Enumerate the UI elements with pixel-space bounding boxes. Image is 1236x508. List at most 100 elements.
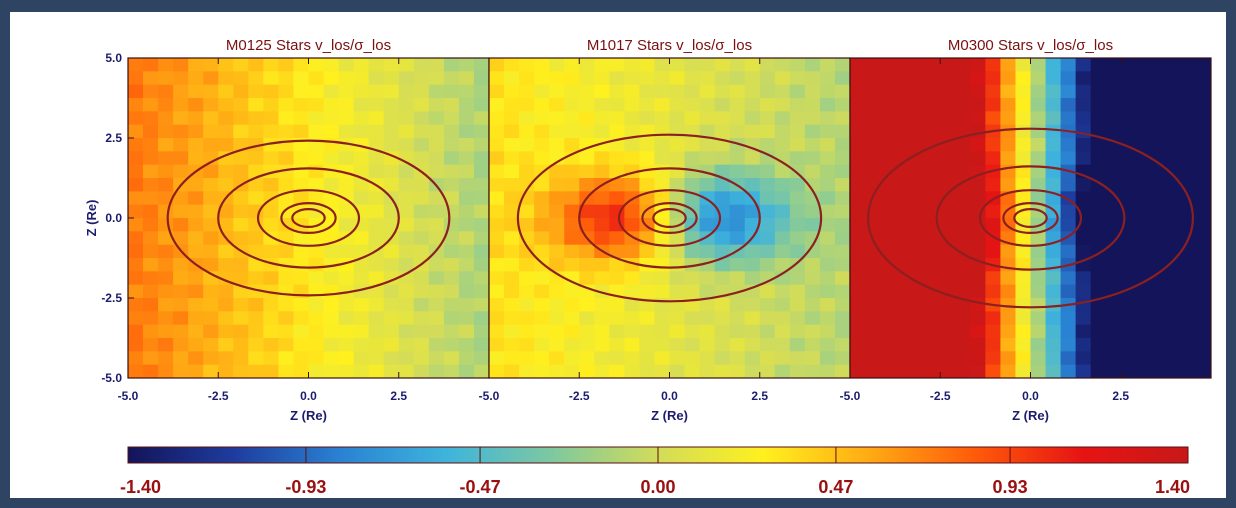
field-cell xyxy=(819,191,836,206)
field-cell xyxy=(789,364,806,378)
field-cell xyxy=(895,178,911,192)
field-cell xyxy=(428,364,445,378)
field-cell xyxy=(1135,311,1152,326)
field-cell xyxy=(609,151,625,166)
field-cell xyxy=(504,84,520,99)
field-cell xyxy=(789,124,806,139)
field-cell xyxy=(1105,71,1122,86)
field-cell xyxy=(1060,311,1077,326)
field-cell xyxy=(413,151,430,166)
field-cell xyxy=(804,258,821,272)
field-cell xyxy=(1045,58,1062,72)
field-cell xyxy=(143,204,159,219)
field-cell xyxy=(955,258,971,272)
field-cell xyxy=(654,311,671,326)
field-cell xyxy=(158,204,174,219)
field-cell xyxy=(428,231,445,246)
colorbar-label: 0.93 xyxy=(993,477,1028,497)
field-cell xyxy=(654,284,671,299)
field-cell xyxy=(1015,191,1032,206)
field-cell xyxy=(819,204,836,219)
field-cell xyxy=(564,244,580,259)
field-cell xyxy=(819,311,836,326)
field-cell xyxy=(1045,364,1062,378)
field-cell xyxy=(1135,151,1152,166)
field-cell xyxy=(549,138,565,152)
field-cell xyxy=(143,191,159,206)
field-cell xyxy=(654,351,671,366)
field-cell xyxy=(940,338,956,352)
field-cell xyxy=(759,244,776,259)
field-cell xyxy=(624,151,641,166)
field-cell xyxy=(834,231,850,246)
field-cell xyxy=(669,191,686,206)
field-cell xyxy=(398,364,415,378)
field-cell xyxy=(1195,364,1211,378)
field-cell xyxy=(1180,324,1197,339)
field-cell xyxy=(489,351,505,366)
field-cell xyxy=(639,364,656,378)
field-cell xyxy=(895,71,911,86)
field-cell xyxy=(579,324,595,339)
field-cell xyxy=(925,351,941,366)
field-cell xyxy=(203,164,219,179)
field-cell xyxy=(368,124,385,139)
field-cell xyxy=(970,244,986,259)
field-cell xyxy=(925,178,941,192)
field-cell xyxy=(368,231,385,246)
field-cell xyxy=(218,324,234,339)
field-cell xyxy=(850,231,866,246)
field-cell xyxy=(1150,84,1167,99)
field-cell xyxy=(609,98,625,112)
field-cell xyxy=(338,311,355,326)
field-cell xyxy=(1045,178,1062,192)
field-cell xyxy=(970,324,986,339)
field-cell xyxy=(263,298,280,312)
field-cell xyxy=(323,58,340,72)
field-cell xyxy=(895,164,911,179)
field-cell xyxy=(323,311,340,326)
field-cell xyxy=(699,324,716,339)
field-cell xyxy=(308,244,325,259)
field-cell xyxy=(579,204,595,219)
field-cell xyxy=(203,244,219,259)
field-cell xyxy=(639,338,656,352)
field-cell xyxy=(985,271,1002,286)
field-cell xyxy=(1180,151,1197,166)
panel-3: M0300 Stars v_los/σ_los xyxy=(849,37,1212,379)
field-cell xyxy=(248,364,264,378)
field-cell xyxy=(443,111,460,126)
field-cell xyxy=(173,204,189,219)
field-cell xyxy=(1135,178,1152,192)
field-cell xyxy=(519,364,535,378)
field-cell xyxy=(1075,364,1092,378)
field-cell xyxy=(624,58,641,72)
field-cell xyxy=(834,71,850,86)
field-cell xyxy=(834,284,850,299)
field-cell xyxy=(1165,311,1182,326)
field-cell xyxy=(443,191,460,206)
field-cell xyxy=(143,231,159,246)
field-cell xyxy=(203,298,219,312)
field-cell xyxy=(1105,258,1122,272)
field-cell xyxy=(413,124,430,139)
field-cell xyxy=(774,111,791,126)
field-cell xyxy=(278,271,295,286)
field-cell xyxy=(353,191,370,206)
field-cell xyxy=(925,151,941,166)
field-cell xyxy=(1165,84,1182,99)
field-cell xyxy=(519,98,535,112)
field-cell xyxy=(489,98,505,112)
field-cell xyxy=(895,84,911,99)
field-cell xyxy=(940,58,956,72)
field-cell xyxy=(1105,271,1122,286)
field-cell xyxy=(774,311,791,326)
field-cell xyxy=(128,138,144,152)
field-cell xyxy=(714,324,731,339)
field-cell xyxy=(233,98,249,112)
field-cell xyxy=(654,84,671,99)
field-cell xyxy=(880,204,896,219)
field-cell xyxy=(834,84,850,99)
field-cell xyxy=(504,218,520,232)
field-cell xyxy=(925,258,941,272)
